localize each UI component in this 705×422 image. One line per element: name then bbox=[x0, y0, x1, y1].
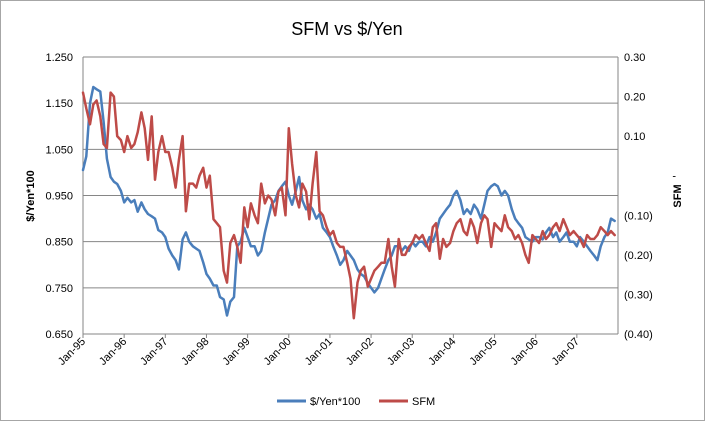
right-tick-label: - bbox=[672, 171, 676, 183]
series-line-sfm bbox=[81, 91, 616, 320]
left-tick-label: 0.850 bbox=[45, 237, 73, 249]
x-tick-label: Jan-98 bbox=[179, 336, 211, 368]
x-tick-label: Jan-01 bbox=[303, 336, 335, 368]
x-axis-ticks: Jan-95 Jan-96 Jan-97 Jan-98 Jan-99 Jan-00 Jan-… bbox=[56, 334, 582, 368]
x-tick-label: Jan-02 bbox=[344, 336, 376, 368]
right-tick-label: 0.20 bbox=[624, 92, 645, 104]
series-layer bbox=[81, 85, 616, 320]
x-tick-label: Jan-04 bbox=[426, 336, 458, 368]
left-axis-ticks: 1.250 1.150 1.050 0.950 0.850 0.750 0.650 bbox=[45, 52, 73, 341]
left-tick-label: 0.750 bbox=[45, 283, 73, 295]
x-tick-label: Jan-97 bbox=[138, 336, 170, 368]
legend: $/Yen*100 SFM bbox=[277, 396, 435, 408]
right-tick-label: (0.20) bbox=[624, 250, 653, 262]
x-tick-label: Jan-00 bbox=[262, 336, 294, 368]
right-axis-label: SFM bbox=[672, 184, 684, 207]
legend-label-yen: $/Yen*100 bbox=[310, 396, 360, 408]
right-tick-label: 0.10 bbox=[624, 131, 645, 143]
left-tick-label: 1.050 bbox=[45, 144, 73, 156]
legend-label-sfm: SFM bbox=[412, 396, 435, 408]
right-tick-label: (0.40) bbox=[624, 329, 653, 341]
x-tick-label: Jan-03 bbox=[385, 336, 417, 368]
left-tick-label: 0.950 bbox=[45, 191, 73, 203]
x-tick-label: Jan-05 bbox=[467, 336, 499, 368]
right-axis-ticks: 0.30 0.20 0.10 - (0.10) (0.20) (0.30) (0.40) bbox=[624, 52, 676, 341]
x-tick-label: Jan-06 bbox=[509, 336, 541, 368]
series-line-yen bbox=[81, 85, 616, 317]
right-tick-label: (0.30) bbox=[624, 289, 653, 301]
x-tick-label: Jan-99 bbox=[220, 336, 252, 368]
x-tick-label: Jan-07 bbox=[550, 336, 582, 368]
chart-title: SFM vs $/Yen bbox=[291, 19, 402, 39]
left-axis-label: $/Yen*100 bbox=[25, 170, 37, 221]
x-tick-label: Jan-96 bbox=[97, 336, 129, 368]
left-tick-label: 1.150 bbox=[45, 98, 73, 110]
right-tick-label: 0.30 bbox=[624, 52, 645, 64]
left-tick-label: 1.250 bbox=[45, 52, 73, 64]
left-tick-label: 0.650 bbox=[45, 329, 73, 341]
right-tick-label: (0.10) bbox=[624, 210, 653, 222]
